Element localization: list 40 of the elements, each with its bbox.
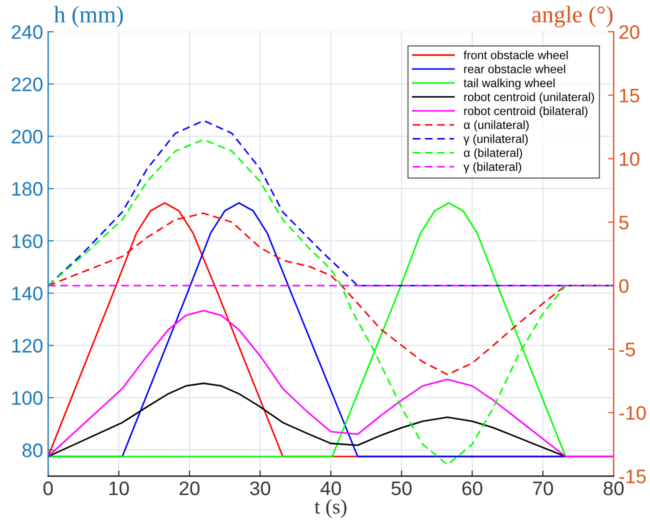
y2-axis-title: angle (°): [532, 6, 613, 28]
x-tick-label: 60: [462, 481, 482, 496]
x-tick-label: 30: [250, 481, 270, 496]
y-tick-label: 220: [12, 77, 42, 92]
y2-tick-label: 0: [619, 279, 629, 293]
legend-label: tail walking wheel: [464, 78, 555, 90]
x-tick-label: 70: [533, 481, 553, 496]
x-axis-title: t (s): [314, 499, 346, 518]
y-tick-label: 120: [12, 338, 42, 353]
y-tick-label: 180: [12, 182, 42, 196]
y-tick-label: 160: [12, 234, 42, 248]
y2-tick-label: 20: [619, 25, 640, 39]
legend-label: robot centroid (unilateral): [464, 92, 594, 104]
line-series: [48, 382, 566, 458]
x-tick-label: 0: [43, 481, 53, 496]
y-tick-label: 100: [12, 391, 42, 405]
legend-label: α (unilateral): [464, 120, 529, 132]
line-series: [48, 310, 614, 458]
y2-tick-label: -10: [619, 406, 646, 420]
legend-label: rear obstacle wheel: [464, 64, 566, 74]
y2-tick-label: -5: [619, 342, 635, 356]
legend-label: robot centroid (bilateral): [464, 106, 588, 118]
y-axis-title: h (mm): [54, 6, 123, 28]
x-tick-label: 10: [109, 481, 129, 496]
legend-label: front obstacle wheel: [464, 50, 568, 60]
y-tick-label: 200: [12, 130, 42, 144]
y2-tick-label: 5: [619, 216, 628, 230]
legend-label: α (bilateral): [464, 148, 522, 160]
x-tick-label: 50: [392, 481, 412, 496]
y2-tick-label: 10: [620, 152, 640, 166]
x-tick-label: 80: [604, 481, 624, 496]
x-tick-label: 20: [180, 481, 200, 496]
x-tick-label: 40: [320, 481, 341, 496]
y2-tick-label: -15: [619, 470, 646, 484]
y-tick-label: 140: [12, 286, 42, 300]
y-tick-label: 80: [22, 443, 42, 458]
y2-tick-label: 15: [620, 88, 640, 102]
legend-label: γ (unilateral): [464, 134, 528, 146]
y-tick-label: 240: [12, 25, 42, 39]
legend-label: γ (bilateral): [464, 162, 522, 174]
